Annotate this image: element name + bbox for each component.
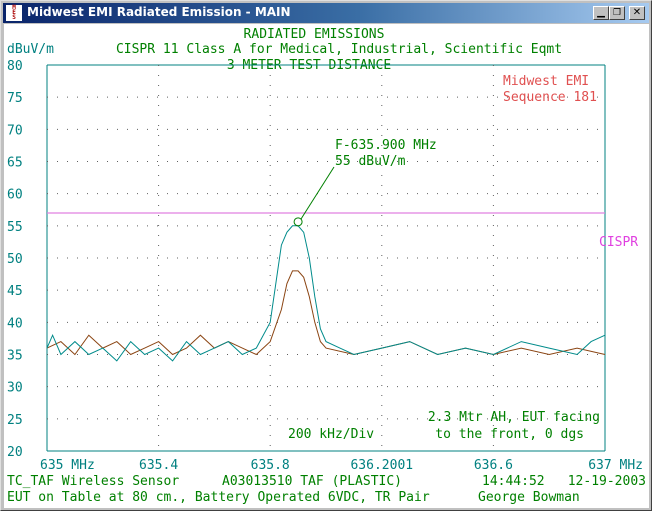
peak-marker xyxy=(293,217,303,227)
title-bar[interactable]: M E S Midwest EMI Radiated Emission - MA… xyxy=(3,3,649,23)
chart-subtitle: CISPR 11 Class A for Medical, Industrial… xyxy=(116,42,562,57)
antenna-note-1: 2.3 Mtr AH, EUT facing xyxy=(428,410,600,425)
y-tick-label: 80 xyxy=(7,59,23,74)
div-label: 200 kHz/Div xyxy=(288,427,374,442)
y-tick-label: 75 xyxy=(7,91,23,106)
close-button[interactable]: ✕ xyxy=(629,6,645,20)
trace-peak xyxy=(46,225,606,362)
plot-area: RADIATED EMISSIONS CISPR 11 Class A for … xyxy=(4,24,649,508)
test-time: 14:44:52 xyxy=(482,474,545,489)
marker-level: 55 dBuV/m xyxy=(335,154,406,169)
chart-title: RADIATED EMISSIONS xyxy=(244,27,385,42)
y-tick-label: 30 xyxy=(7,381,23,396)
y-tick-label: 25 xyxy=(7,413,23,428)
minimize-button[interactable]: ▁ xyxy=(593,6,609,20)
y-tick-label: 55 xyxy=(7,220,23,235)
sequence-number: Sequence 181 xyxy=(503,90,597,105)
eut-name: TC_TAF Wireless Sensor xyxy=(7,474,179,489)
app-icon-letter: S xyxy=(12,14,16,21)
emission-chart: RADIATED EMISSIONS CISPR 11 Class A for … xyxy=(7,27,646,505)
minimize-icon: ▁ xyxy=(597,7,605,18)
test-setup: EUT on Table at 80 cm., Battery Operated… xyxy=(7,490,430,505)
y-tick-label: 60 xyxy=(7,188,23,203)
limit-label: CISPR xyxy=(599,235,638,250)
x-tick-labels: 635 MHz 635.4 635.8 636.2001 636.6 637 MHz xyxy=(40,458,643,473)
x-tick-label: 637 MHz xyxy=(588,458,643,473)
x-tick-label: 635 MHz xyxy=(40,458,95,473)
maximize-icon: ❐ xyxy=(612,8,622,18)
operator-name: George Bowman xyxy=(478,490,580,505)
y-tick-label: 45 xyxy=(7,284,23,299)
y-tick-label: 70 xyxy=(7,123,23,138)
window-title: Midwest EMI Radiated Emission - MAIN xyxy=(27,5,291,19)
x-tick-label: 636.6 xyxy=(474,458,513,473)
app-icon: M E S xyxy=(6,5,22,21)
app-icon-letter: M xyxy=(12,4,16,11)
app-icon-letter: E xyxy=(12,9,16,16)
y-unit-label: dBuV/m xyxy=(7,42,54,57)
y-tick-label: 50 xyxy=(7,252,23,267)
company-name: Midwest EMI xyxy=(503,74,589,89)
y-tick-label: 20 xyxy=(7,445,23,460)
part-number: A03013510 TAF (PLASTIC) xyxy=(222,474,402,489)
antenna-note-2: to the front, 0 dgs xyxy=(435,427,584,442)
y-tick-label: 65 xyxy=(7,156,23,171)
marker-leader-line xyxy=(300,166,335,220)
grid xyxy=(47,65,605,451)
y-tick-labels: 80 75 70 65 60 55 50 45 40 35 30 25 20 xyxy=(7,59,23,460)
maximize-button[interactable]: ❐ xyxy=(609,6,625,20)
close-icon: ✕ xyxy=(632,7,642,18)
marker-frequency: F-635.900 MHz xyxy=(335,138,437,153)
test-date: 12-19-2003 xyxy=(568,474,646,489)
x-tick-label: 635.8 xyxy=(251,458,290,473)
x-tick-label: 635.4 xyxy=(139,458,178,473)
y-tick-label: 40 xyxy=(7,316,23,331)
x-tick-label: 636.2001 xyxy=(350,458,413,473)
y-tick-label: 35 xyxy=(7,349,23,364)
